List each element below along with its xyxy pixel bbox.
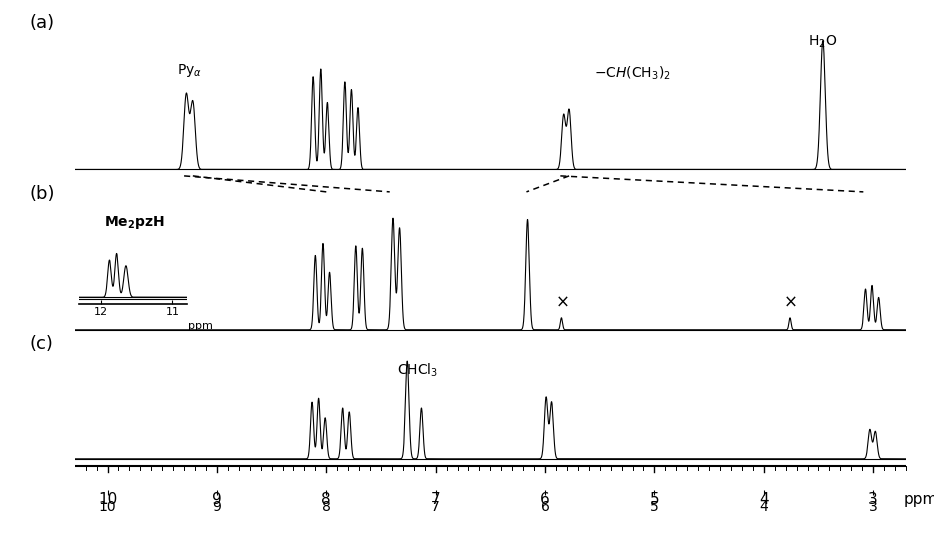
Text: 5: 5 [650,491,659,507]
Text: 3: 3 [869,491,878,507]
Text: Py$_\alpha$: Py$_\alpha$ [177,62,202,79]
Text: (a): (a) [29,13,54,31]
Text: H$_2$O: H$_2$O [808,33,838,50]
Text: $\mathbf{Me_2pzH}$: $\mathbf{Me_2pzH}$ [105,214,165,231]
Text: 9: 9 [212,491,221,507]
Text: ppm: ppm [904,491,934,507]
Text: 8: 8 [321,491,331,507]
Text: (b): (b) [29,184,54,203]
Text: 4: 4 [759,491,769,507]
Text: $\times$: $\times$ [555,293,568,311]
Text: $-$C$\mathit{H}$(CH$_3$)$_2$: $-$C$\mathit{H}$(CH$_3$)$_2$ [594,64,671,82]
Text: 10: 10 [98,491,117,507]
Text: ppm: ppm [189,321,213,332]
Text: (c): (c) [29,335,53,353]
Text: 7: 7 [431,491,441,507]
Text: $\times$: $\times$ [784,293,797,311]
Text: 6: 6 [540,491,550,507]
Text: CHCl$_3$: CHCl$_3$ [397,361,439,378]
